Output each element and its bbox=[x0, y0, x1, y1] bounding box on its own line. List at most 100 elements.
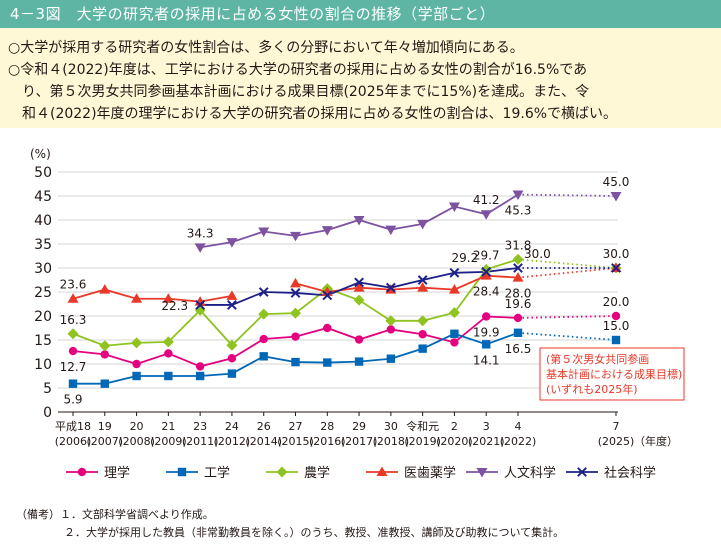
x-tick-label-year: (2019) bbox=[404, 435, 441, 448]
x-tick-label-era: 30 bbox=[384, 420, 398, 433]
data-point bbox=[450, 329, 459, 338]
legend-marker bbox=[577, 467, 587, 477]
data-point-stroke bbox=[385, 282, 396, 293]
data-point bbox=[512, 253, 524, 265]
data-point bbox=[448, 202, 460, 213]
data-point bbox=[258, 227, 270, 238]
data-point bbox=[195, 371, 205, 381]
summary-line-3: り、第５次男女共同参画基本計画における成果目標(2025年までに15%)を達成。… bbox=[22, 84, 590, 100]
legend-label: 農学 bbox=[304, 465, 330, 481]
data-point bbox=[68, 379, 78, 388]
summary-line-1: ○大学が採用する研究者の女性割合は、多くの分野において年々増加傾向にある。 bbox=[8, 40, 524, 56]
data-point bbox=[418, 330, 427, 339]
data-point bbox=[227, 369, 237, 378]
target-point bbox=[611, 311, 621, 321]
data-point bbox=[226, 290, 238, 300]
data-point bbox=[194, 304, 206, 316]
y-tick-label: 40 bbox=[34, 213, 52, 229]
x-tick-label-year: (2020) bbox=[436, 435, 473, 448]
data-label: 5.9 bbox=[63, 393, 82, 407]
data-point bbox=[448, 307, 460, 319]
data-point bbox=[480, 210, 492, 220]
x-tick-label-year: (2016) bbox=[309, 435, 346, 448]
x-tick-label-year: (2022) bbox=[500, 435, 537, 448]
legend-label: 工学 bbox=[204, 465, 230, 481]
summary-box: ○大学が採用する研究者の女性割合は、多くの分野において年々増加傾向にある。 ○令… bbox=[0, 28, 721, 128]
x-tick-label-era: 4 bbox=[515, 420, 522, 433]
data-point-stroke bbox=[513, 263, 523, 273]
target-line bbox=[517, 331, 617, 341]
data-point bbox=[480, 270, 492, 280]
data-point bbox=[291, 332, 300, 341]
data-point-stroke bbox=[195, 300, 206, 310]
legend-label: 理学 bbox=[104, 465, 130, 481]
y-axis-unit: (%) bbox=[30, 147, 51, 161]
data-point bbox=[291, 357, 300, 367]
data-point bbox=[450, 338, 459, 347]
x-tick-label-year: (2015) bbox=[277, 435, 314, 448]
data-point bbox=[480, 263, 492, 275]
data-point bbox=[386, 325, 396, 334]
y-tick-label: 5 bbox=[43, 381, 52, 397]
data-point bbox=[512, 190, 524, 201]
data-point bbox=[68, 346, 78, 356]
target-point bbox=[610, 192, 622, 202]
target-annotation-line3: (いずれも2025年) bbox=[546, 382, 638, 396]
data-point bbox=[449, 267, 460, 278]
data-point bbox=[290, 277, 301, 288]
data-label: 22.3 bbox=[161, 299, 188, 313]
target-point-stroke bbox=[611, 263, 621, 273]
data-point-stroke bbox=[481, 266, 492, 277]
data-point bbox=[164, 371, 173, 381]
x-tick-label-era: 7 bbox=[613, 420, 620, 433]
x-tick-label-era: 平成18 bbox=[55, 420, 91, 433]
data-point bbox=[259, 334, 268, 344]
x-tick-label-year: (2025) bbox=[598, 435, 635, 448]
x-tick-label-era: 20 bbox=[130, 420, 144, 433]
data-point bbox=[353, 216, 365, 226]
data-point-stroke bbox=[449, 267, 460, 278]
data-label: 23.6 bbox=[60, 278, 87, 292]
x-tick-label-era: 令和元 bbox=[406, 419, 439, 433]
data-point bbox=[354, 277, 364, 288]
y-tick-label: 30 bbox=[34, 261, 52, 277]
x-tick-label-era: 27 bbox=[289, 420, 303, 433]
legend-marker bbox=[177, 467, 187, 477]
data-label: 15.0 bbox=[603, 319, 630, 333]
target-line bbox=[517, 258, 617, 269]
data-point bbox=[258, 287, 269, 297]
data-point bbox=[131, 293, 143, 303]
data-point bbox=[226, 339, 238, 351]
data-label: 29.7 bbox=[473, 248, 500, 262]
data-point bbox=[385, 282, 396, 293]
x-tick-label-year: (2008) bbox=[118, 435, 155, 448]
data-point bbox=[195, 362, 205, 371]
legend-marker bbox=[276, 466, 288, 478]
data-point bbox=[164, 349, 173, 358]
data-point bbox=[418, 344, 427, 353]
data-point bbox=[417, 315, 429, 327]
data-point bbox=[162, 293, 174, 303]
data-point bbox=[481, 266, 492, 277]
data-point bbox=[353, 294, 365, 306]
data-point bbox=[99, 340, 111, 352]
data-point bbox=[99, 284, 111, 294]
x-tick-label-year: (2021) bbox=[468, 435, 505, 448]
x-tick-label-era: 26 bbox=[257, 420, 271, 433]
target-line bbox=[517, 315, 617, 319]
x-tick-label-era: 19 bbox=[98, 420, 112, 433]
figure-title: 4－3図 大学の研究者の採用に占める女性の割合の推移（学部ごと） bbox=[0, 0, 721, 28]
data-label: 29.2 bbox=[451, 251, 478, 265]
y-tick-label: 35 bbox=[34, 237, 52, 253]
data-point bbox=[226, 238, 238, 248]
x-tick-label-era: 3 bbox=[483, 420, 490, 433]
x-axis-unit: （年度） bbox=[634, 434, 678, 448]
summary-line-4: 和４(2022)年度の理学における大学の研究者の採用に占める女性の割合は、19.… bbox=[22, 106, 618, 122]
data-point bbox=[353, 282, 365, 292]
y-tick-label: 0 bbox=[43, 405, 52, 421]
x-tick-label-year: (2012) bbox=[214, 435, 251, 448]
data-label: 45.3 bbox=[505, 204, 532, 218]
x-tick-label-year: (2011) bbox=[182, 435, 219, 448]
data-point bbox=[354, 335, 364, 344]
data-point-stroke bbox=[354, 277, 364, 288]
